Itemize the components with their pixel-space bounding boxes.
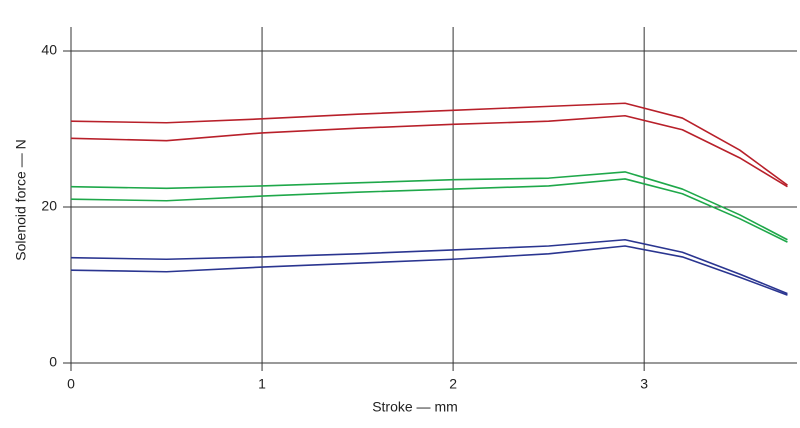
- y-tick-label: 40: [41, 42, 57, 58]
- series-line: [70, 102, 788, 186]
- series-line: [70, 178, 788, 243]
- y-tick-label: 0: [49, 354, 57, 370]
- x-axis-label: Stroke — mm: [372, 399, 458, 415]
- y-axis-label: Solenoid force — N: [13, 139, 29, 260]
- x-tick-label: 1: [258, 376, 266, 392]
- x-tick-label: 3: [640, 376, 648, 392]
- series-line: [70, 238, 788, 295]
- series-line: [70, 114, 788, 188]
- x-tick-label: 2: [449, 376, 457, 392]
- series-line: [70, 171, 788, 241]
- y-tick-label: 20: [41, 198, 57, 214]
- series-line: [70, 245, 788, 296]
- x-tick-label: 0: [67, 376, 75, 392]
